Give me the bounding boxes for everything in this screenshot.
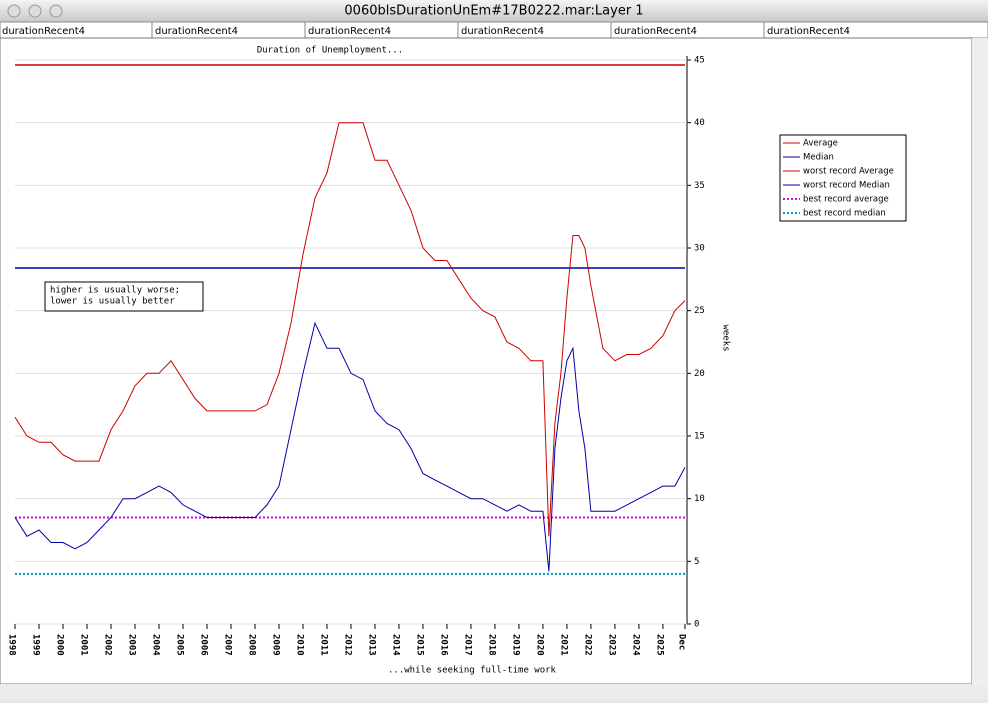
x-axis-label: ...while seeking full-time work (388, 666, 557, 676)
tab[interactable]: durationRecent4 (2, 26, 85, 37)
x-tick-label: 2019 (510, 634, 520, 656)
legend (779, 134, 907, 222)
legend-entries: Average Median worst record Average worst r… (783, 139, 894, 219)
tab[interactable]: durationRecent4 (614, 26, 697, 37)
y-tick-label: 35 (694, 181, 705, 191)
x-tick-label: 1999 (30, 634, 40, 656)
tab[interactable]: durationRecent4 (461, 26, 544, 37)
x-tick-label: Dec (677, 634, 687, 650)
y-tick-label: 30 (694, 244, 705, 254)
annotation-box (44, 281, 204, 312)
x-tick-label: 2023 (606, 634, 616, 656)
x-tick-label: 2002 (102, 634, 112, 656)
annotation: higher is usually worse; (50, 286, 180, 296)
x-tick-label: 2001 (78, 634, 88, 656)
x-tick-label: 2012 (342, 634, 352, 656)
x-tick-label: 2004 (150, 634, 160, 656)
tab[interactable]: durationRecent4 (308, 26, 391, 37)
annotation: lower is usually better (50, 297, 175, 307)
legend-label: Average (803, 139, 838, 149)
x-tick-label: 2025 (654, 634, 664, 656)
x-tick-label: 2006 (198, 634, 208, 656)
x-tick-label: 2022 (582, 634, 592, 656)
legend-label: Median (803, 153, 834, 163)
legend-label: best record median (803, 209, 886, 219)
x-tick-label: 2003 (126, 634, 136, 656)
close-button[interactable] (7, 4, 21, 18)
status-bar (0, 684, 988, 699)
window-title: 0060blsDurationUnEm#17B0222.mar:Layer 1 (344, 4, 643, 19)
y-tick-label: 20 (694, 369, 705, 379)
y-tick-label: 40 (694, 118, 705, 128)
series-line (14, 321, 686, 572)
x-tick-label: 2017 (462, 634, 472, 656)
x-tick-label: 2021 (558, 634, 568, 656)
x-tick-label: 2010 (294, 634, 304, 656)
chart-title: Duration of Unemployment... (257, 46, 403, 56)
scrollbar[interactable] (972, 38, 988, 684)
y-tick-label: 0 (694, 620, 699, 630)
tab[interactable]: durationRecent4 (767, 26, 850, 37)
tabs: durationRecent4 durationRecent4 durationRe… (2, 22, 850, 38)
series-line (14, 122, 686, 537)
y-tick-label: 10 (694, 494, 705, 504)
legend-label: worst record Average (803, 167, 894, 177)
y-tick-label: 5 (694, 557, 699, 567)
legend-label: worst record Median (803, 181, 890, 191)
x-tick-label: 2011 (318, 634, 328, 656)
x-tick-label: 2015 (414, 634, 424, 656)
x-tick-label: 2014 (390, 634, 400, 656)
y-tick-label: 15 (694, 432, 705, 442)
x-tick-label: 2009 (270, 634, 280, 656)
y-tick-label: 25 (694, 306, 705, 316)
tab[interactable]: durationRecent4 (155, 26, 238, 37)
x-tick-label: 2016 (438, 634, 448, 656)
x-tick-label: 2000 (54, 634, 64, 656)
x-tick-label: 2005 (174, 634, 184, 656)
x-tick-label: 2024 (630, 634, 640, 656)
x-tick-label: 2008 (246, 634, 256, 656)
x-tick-label: 2013 (366, 634, 376, 656)
x-tick-label: 2020 (534, 634, 544, 656)
x-tick-label: 1998 (7, 634, 17, 656)
title-bar (0, 0, 988, 22)
x-tick-label: 2018 (486, 634, 496, 656)
y-axis-label: weeks (721, 324, 731, 351)
legend-label: best record average (803, 195, 889, 205)
x-tick-label: 2007 (222, 634, 232, 656)
zoom-button[interactable] (49, 4, 63, 18)
y-tick-label: 45 (694, 56, 705, 66)
minimize-button[interactable] (28, 4, 42, 18)
